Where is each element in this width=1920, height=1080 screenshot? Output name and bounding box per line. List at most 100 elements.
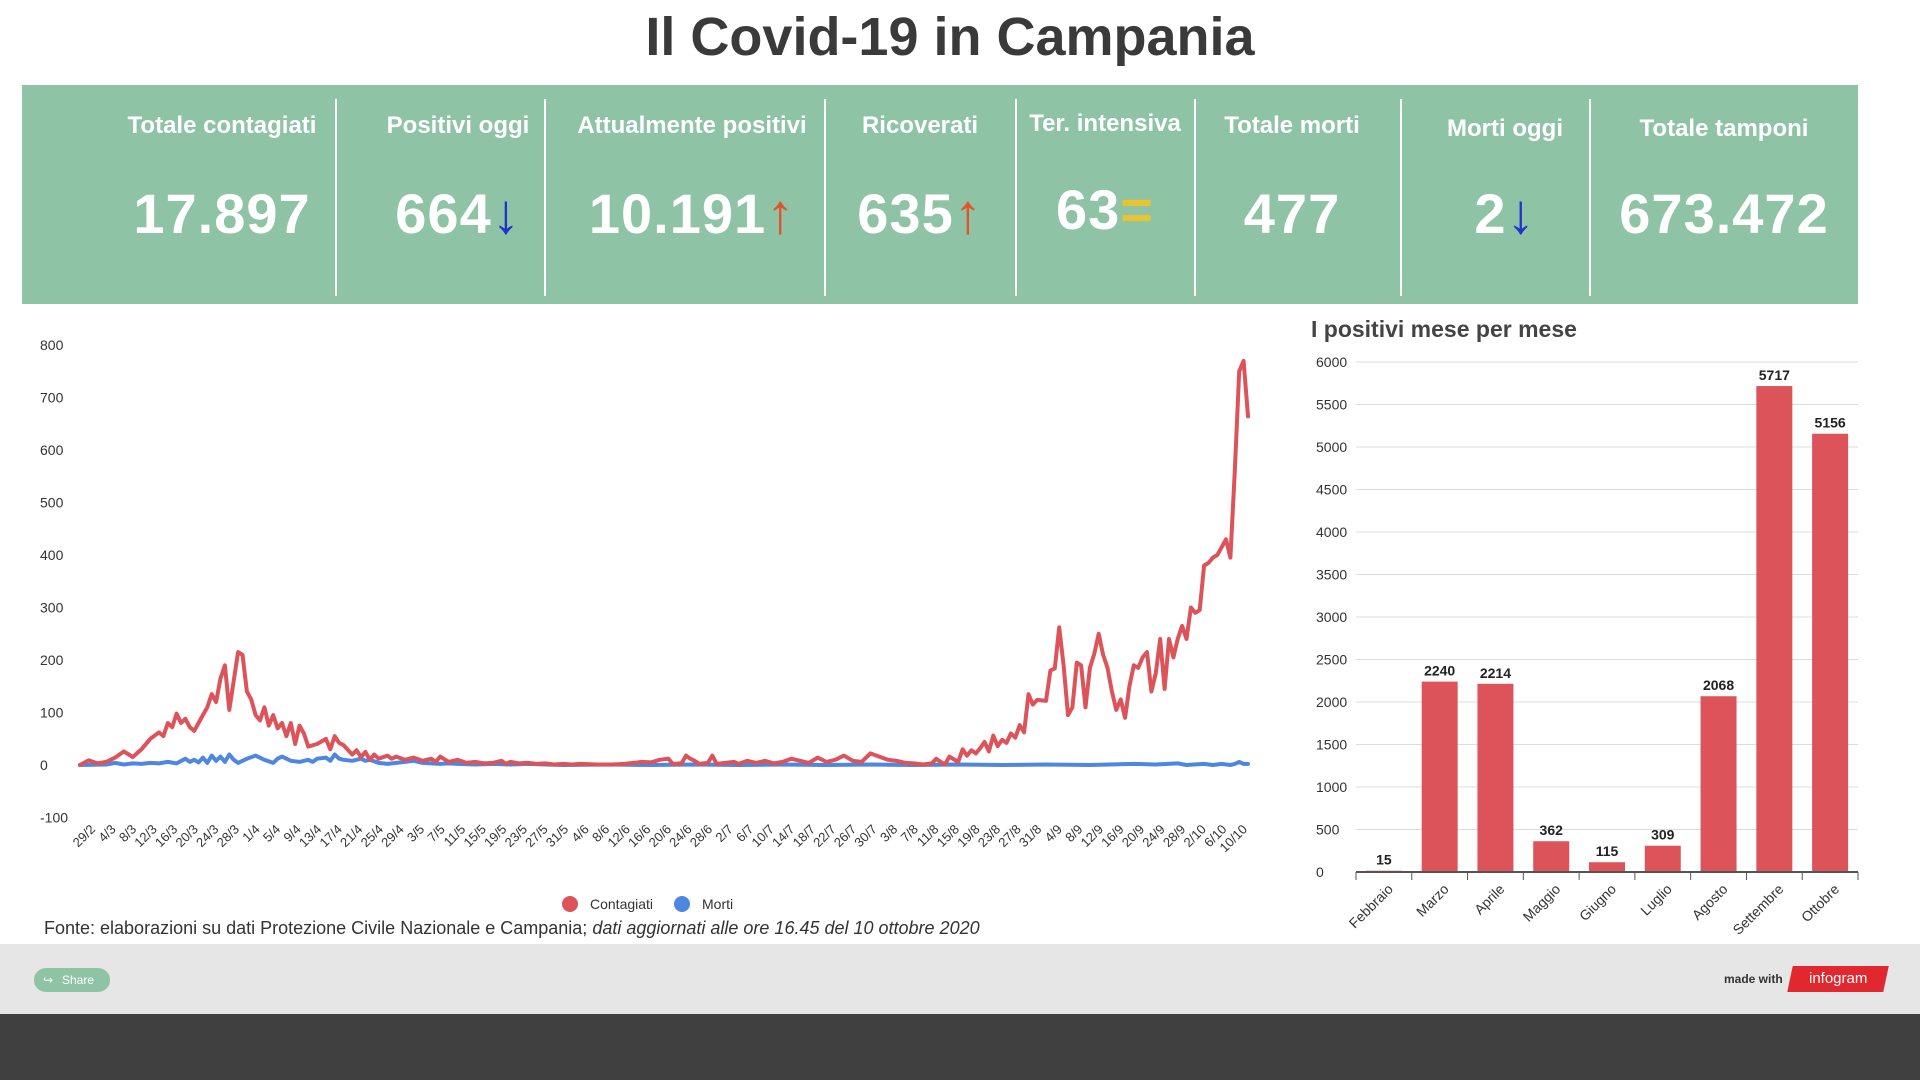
y-tick-label: 3000 xyxy=(1316,609,1347,625)
x-tick-label: 28/3 xyxy=(214,822,243,851)
y-tick-label: 5000 xyxy=(1316,439,1347,455)
bottom-bar xyxy=(0,1014,1920,1080)
share-label: Share xyxy=(62,973,95,987)
stat-value: 635↑ xyxy=(828,181,1012,246)
bar xyxy=(1533,841,1570,872)
bar xyxy=(1589,862,1625,872)
infogram-logo[interactable]: infogram xyxy=(1787,966,1889,992)
stat-number: 17.897 xyxy=(133,182,311,245)
y-tick-label: 700 xyxy=(40,390,64,406)
stat-number: 10.191 xyxy=(588,182,767,245)
bar-value-label: 2068 xyxy=(1703,677,1734,693)
bar-value-label: 2214 xyxy=(1480,665,1511,681)
footer: ↪ Share made with infogram xyxy=(0,944,1920,1014)
stat-divider xyxy=(1015,99,1017,296)
y-tick-label: 200 xyxy=(40,652,64,668)
stat-number: 63 xyxy=(1056,178,1121,241)
bar-value-label: 5717 xyxy=(1759,367,1790,383)
y-tick-label: 1500 xyxy=(1316,737,1347,753)
stats-panel: Totale contagiati 17.897 Positivi oggi 6… xyxy=(22,85,1858,304)
bar-value-label: 309 xyxy=(1651,827,1675,843)
legend: Contagiati Morti xyxy=(562,896,733,912)
source-update: dati aggiornati alle ore 16.45 del 10 ot… xyxy=(592,918,980,938)
bar-chart-title: I positivi mese per mese xyxy=(1311,316,1577,342)
x-tick-label: 30/7 xyxy=(851,822,880,851)
bar-value-label: 15 xyxy=(1376,852,1392,868)
stat-label: Totale contagiati xyxy=(127,112,317,139)
stat-totale-morti: Totale morti 477 xyxy=(1197,85,1387,304)
stat-ricoverati: Ricoverati 635↑ xyxy=(828,85,1012,304)
bars: 15 2240 2214 362 115 309 2068 5717 5156 xyxy=(1365,367,1849,872)
stat-label: Totale morti xyxy=(1224,112,1360,139)
stat-divider xyxy=(1194,99,1196,296)
stat-value: 664↓ xyxy=(340,181,576,246)
x-axis: Febbraio Marzo Aprile Maggio Giugno Luglio Ago… xyxy=(1346,871,1859,938)
x-tick-label: Maggio xyxy=(1520,881,1564,925)
y-tick-label: 6000 xyxy=(1316,354,1347,370)
arrow-down-icon: ↓ xyxy=(491,182,521,245)
stat-totale-contagiati: Totale contagiati 17.897 xyxy=(90,85,354,304)
stat-value: 673.472 xyxy=(1592,181,1856,246)
x-tick-label: 31/5 xyxy=(543,822,572,851)
y-tick-label: 300 xyxy=(40,600,64,616)
bar xyxy=(1477,683,1514,872)
x-tick-label: 31/8 xyxy=(1016,822,1045,851)
y-tick-label: -100 xyxy=(40,810,68,826)
x-axis: 29/24/38/312/316/320/324/328/31/45/49/41… xyxy=(70,822,1251,856)
arrow-up-icon: ↑ xyxy=(953,182,983,245)
y-tick-label: 3500 xyxy=(1316,567,1347,583)
y-tick-label: 800 xyxy=(40,337,64,353)
stat-ter-intensiva: Ter. intensiva 63= xyxy=(1016,85,1194,304)
made-with-label: made with xyxy=(1724,972,1783,986)
x-tick-label: Marzo xyxy=(1413,881,1452,920)
stat-label: Attualmente positivi xyxy=(577,112,807,139)
stat-label: Totale tamponi xyxy=(1639,115,1809,142)
x-tick-label: Febbraio xyxy=(1346,881,1397,932)
y-tick-label: 4500 xyxy=(1316,482,1347,498)
bar-value-label: 362 xyxy=(1540,822,1564,838)
y-tick-label: 100 xyxy=(40,705,64,721)
legend-marker xyxy=(562,896,578,912)
stat-morti-oggi: Morti oggi 2↓ xyxy=(1400,85,1610,304)
source-text: Fonte: elaborazioni su dati Protezione C… xyxy=(44,918,593,938)
share-icon: ↪ xyxy=(43,973,54,987)
stat-totale-tamponi: Totale tamponi 673.472 xyxy=(1592,85,1856,304)
share-button[interactable]: ↪ Share xyxy=(34,968,110,992)
bar xyxy=(1700,696,1737,872)
x-tick-label: 3/5 xyxy=(404,822,427,845)
y-tick-label: 2500 xyxy=(1316,652,1347,668)
legend-label-morti: Morti xyxy=(702,896,733,912)
stat-divider xyxy=(335,99,337,296)
stat-label: Ricoverati xyxy=(861,112,979,139)
x-tick-label: 29/2 xyxy=(70,822,99,851)
x-tick-label: Luglio xyxy=(1637,881,1675,919)
x-tick-label: 28/6 xyxy=(687,822,716,851)
bar-value-label: 115 xyxy=(1596,843,1619,859)
bar xyxy=(1812,433,1849,872)
bar-value-label: 2240 xyxy=(1424,663,1455,679)
equals-icon: = xyxy=(1120,178,1154,241)
infogram-label: infogram xyxy=(1808,970,1868,987)
stat-label: Ter. intensiva xyxy=(1029,110,1181,137)
x-tick-label: 4/6 xyxy=(568,822,591,845)
x-tick-label: 29/4 xyxy=(378,822,407,851)
y-axis: -100 0 100 200 300 400 500 600 700 800 xyxy=(40,337,68,826)
stat-number: 2 xyxy=(1474,182,1507,245)
stat-value: 63= xyxy=(1016,177,1194,242)
stat-value: 17.897 xyxy=(90,181,354,246)
stat-value: 10.191↑ xyxy=(547,181,837,246)
bar xyxy=(1756,386,1793,872)
stat-value: 2↓ xyxy=(1400,181,1610,246)
y-tick-label: 4000 xyxy=(1316,524,1347,540)
arrow-up-icon: ↑ xyxy=(766,182,796,245)
bar xyxy=(1421,681,1458,872)
y-tick-label: 500 xyxy=(40,495,64,511)
arrow-down-icon: ↓ xyxy=(1506,182,1536,245)
page-title: Il Covid-19 in Campania xyxy=(645,7,1255,67)
x-tick-label: 4/3 xyxy=(95,822,118,845)
stat-positivi-oggi: Positivi oggi 664↓ xyxy=(340,85,576,304)
stat-number: 673.472 xyxy=(1619,182,1829,245)
stat-number: 477 xyxy=(1243,182,1341,245)
y-tick-label: 500 xyxy=(1316,822,1340,838)
